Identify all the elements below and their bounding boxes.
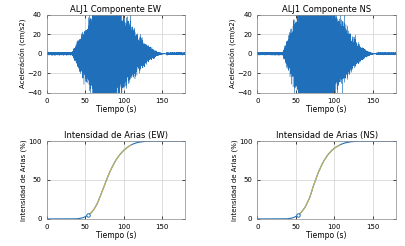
Title: Intensidad de Arias (EW): Intensidad de Arias (EW)	[64, 131, 168, 140]
Title: ALJ1 Componente EW: ALJ1 Componente EW	[70, 5, 161, 14]
Title: ALJ1 Componente NS: ALJ1 Componente NS	[281, 5, 370, 14]
X-axis label: Tiempo (s): Tiempo (s)	[305, 105, 346, 114]
Title: Intensidad de Arias (NS): Intensidad de Arias (NS)	[275, 131, 377, 140]
Y-axis label: Aceleráción (cm/s2): Aceleráción (cm/s2)	[228, 19, 236, 89]
Y-axis label: Aceleráción (cm/s2): Aceleráción (cm/s2)	[18, 19, 26, 89]
X-axis label: Tiempo (s): Tiempo (s)	[96, 231, 136, 240]
X-axis label: Tiempo (s): Tiempo (s)	[305, 231, 346, 240]
X-axis label: Tiempo (s): Tiempo (s)	[96, 105, 136, 114]
Y-axis label: Intensidad de Arias (%): Intensidad de Arias (%)	[230, 139, 237, 221]
Y-axis label: Intensidad de Arias (%): Intensidad de Arias (%)	[20, 139, 27, 221]
